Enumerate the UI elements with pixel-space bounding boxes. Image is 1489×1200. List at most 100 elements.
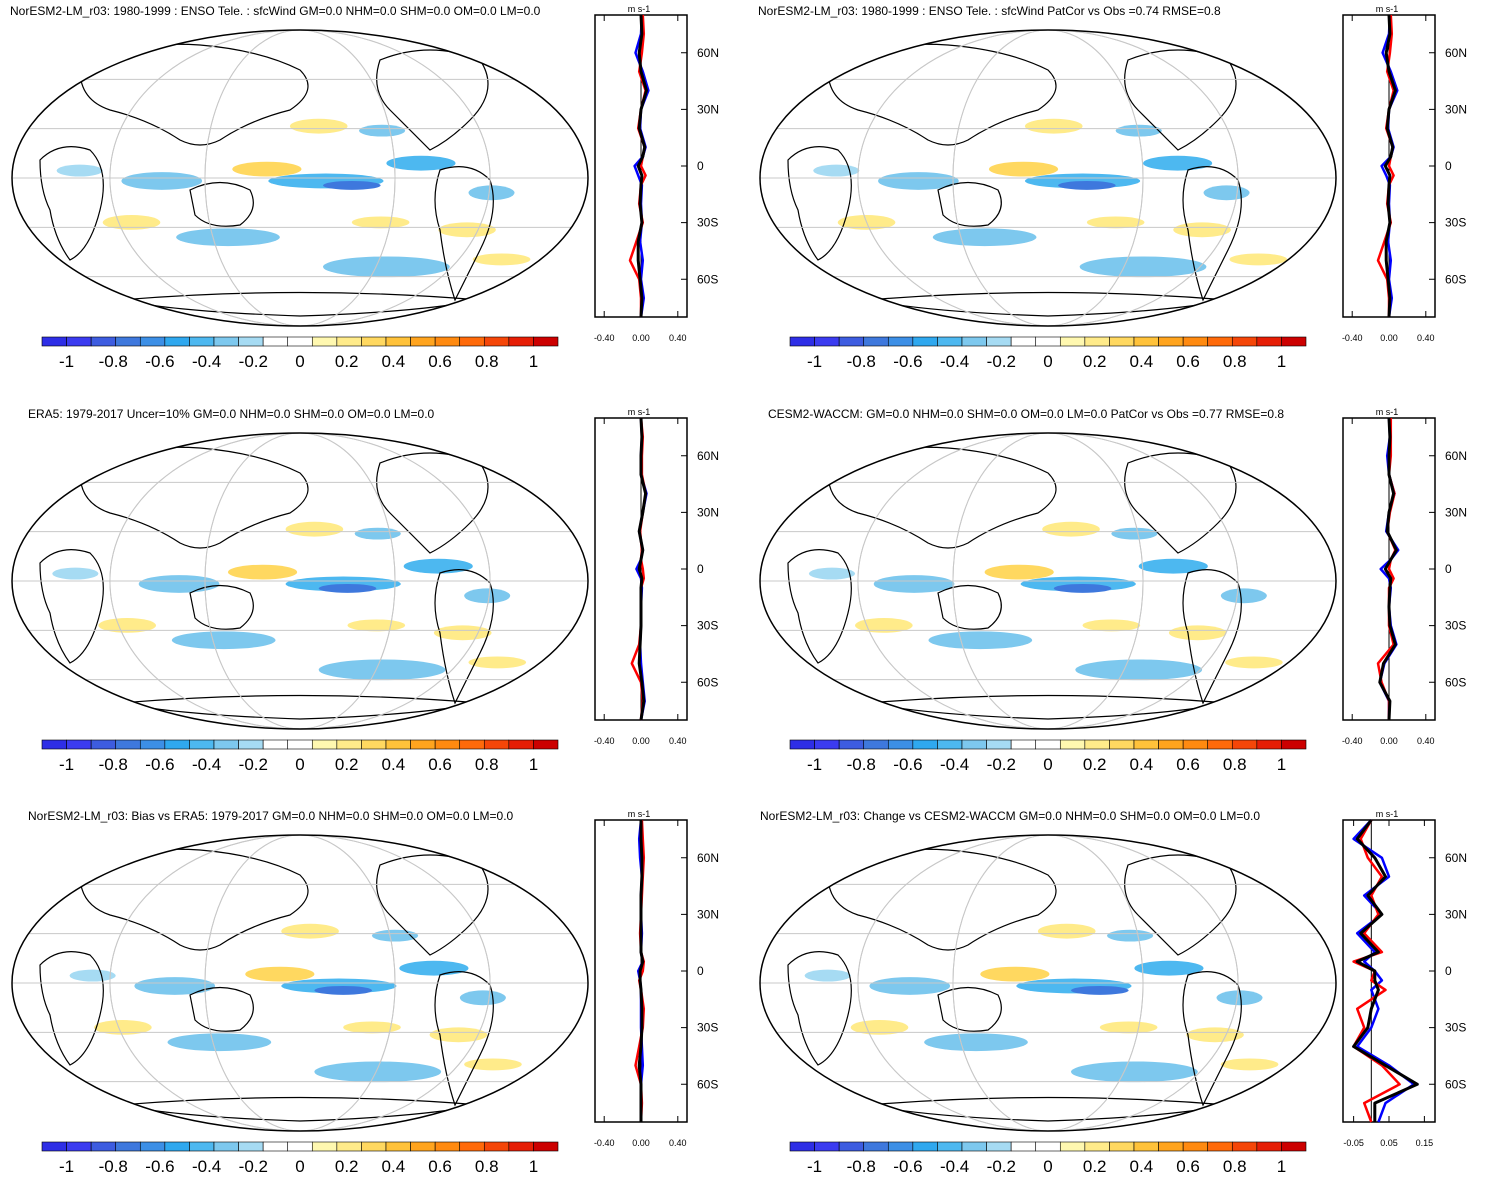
world-map (12, 30, 588, 326)
anomaly-region (1216, 990, 1263, 1006)
anomaly-region (281, 923, 339, 939)
colorbar-label: 0.8 (475, 755, 499, 774)
colorbar-swatch (1010, 1141, 1037, 1152)
colorbar-swatch (961, 336, 987, 347)
anomaly-region (878, 172, 959, 190)
colorbar-label: -0.2 (239, 1157, 268, 1176)
y-tick-label: 60N (1445, 851, 1467, 865)
colorbar-swatch (385, 1141, 411, 1152)
colorbar-swatch (961, 1141, 987, 1152)
zonal-mean-plot: m s-1 -0.40 0.00 0.40 60N 30N 0 30S 60S (1342, 4, 1467, 343)
panel-figure: -1 -0.8 -0.6 -0.4 -0.2 0 0.2 0.4 0.6 0.8 1 m s-1 -0.… (11, 4, 719, 371)
colorbar-swatch (361, 1141, 387, 1152)
colorbar-swatch (1059, 336, 1086, 347)
colorbar-label: -0.6 (893, 755, 922, 774)
colorbar-swatch (1256, 1141, 1282, 1152)
colorbar-swatch (508, 1141, 534, 1152)
colorbar-swatch (789, 739, 815, 750)
y-tick-label: 60N (1445, 46, 1467, 60)
colorbar-swatch (814, 336, 840, 347)
anomaly-region (403, 558, 473, 574)
colorbar-swatch (434, 336, 461, 347)
graticule-meridian (952, 30, 1144, 326)
colorbar-label: 1 (529, 352, 538, 371)
anomaly-region (813, 164, 860, 177)
colorbar-swatch (164, 1141, 190, 1152)
colorbar-label: 0.6 (428, 755, 452, 774)
colorbar-swatch (434, 739, 461, 750)
graticule-meridian (857, 835, 1239, 1131)
colorbar-swatch (1231, 739, 1258, 750)
continent-outline (827, 848, 1057, 951)
x-tick-label: -0.40 (594, 333, 615, 343)
colorbar-swatch (262, 1141, 289, 1152)
panel-title: CESM2-WACCM: GM=0.0 NHM=0.0 SHM=0.0 OM=0… (768, 407, 1285, 421)
colorbar-label: 0.4 (382, 755, 406, 774)
anomaly-region (94, 1020, 152, 1035)
anomaly-region (464, 1058, 522, 1071)
anomaly-region (347, 619, 406, 632)
y-tick-label: 60N (1445, 449, 1467, 463)
colorbar-label: 0.8 (1223, 755, 1247, 774)
colorbar-swatch (385, 739, 411, 750)
colorbar-swatch (139, 739, 166, 750)
colorbar-label: 0.6 (1176, 352, 1200, 371)
x-tick-label: 0.40 (1417, 333, 1435, 343)
anomaly-region (1071, 985, 1129, 995)
anomaly-region (98, 618, 156, 633)
colorbar-swatch (311, 336, 338, 347)
y-tick-label: 30N (1445, 505, 1467, 519)
colorbar-label: -0.6 (145, 1157, 174, 1176)
continent-outline (39, 549, 104, 664)
colorbar-swatch (912, 739, 938, 750)
colorbar-swatch (1109, 739, 1135, 750)
anomaly-region (323, 180, 381, 190)
zonal-mean-plot: m s-1 -0.40 0.00 0.40 60N 30N 0 30S 60S (594, 809, 719, 1148)
panel-6: NorESM2-LM_r03: Change vs CESM2-WACCM GM… (748, 805, 1488, 1200)
continent-outline (119, 694, 481, 720)
anomaly-region (245, 966, 315, 982)
colorbar-swatch (410, 336, 436, 347)
world-map (12, 433, 588, 729)
world-map (760, 835, 1336, 1131)
colorbar-label: 0.2 (335, 352, 359, 371)
zonal-mean-line-mean (1378, 417, 1398, 721)
colorbar-swatch (41, 336, 67, 347)
colorbar-label: -0.4 (940, 755, 969, 774)
anomaly-region (1058, 180, 1116, 190)
colorbar-swatch (1084, 739, 1110, 750)
colorbar-label: -1 (59, 755, 74, 774)
colorbar-label: -0.2 (239, 755, 268, 774)
y-tick-label: 60N (697, 851, 719, 865)
x-tick-label: 0.40 (1417, 736, 1435, 746)
colorbar-swatch (937, 1141, 963, 1152)
anomaly-region (399, 960, 469, 976)
panel-2: NorESM2-LM_r03: 1980-1999 : ENSO Tele. :… (748, 0, 1488, 395)
colorbar-swatch (385, 336, 411, 347)
anomaly-region (924, 1033, 1028, 1052)
anomaly-region (869, 977, 951, 995)
colorbar-swatch (863, 739, 889, 750)
colorbar-swatch (961, 739, 987, 750)
anomaly-region (1220, 588, 1267, 604)
colorbar-swatch (887, 739, 914, 750)
colorbar-label: 0.8 (475, 1157, 499, 1176)
panel-title: ERA5: 1979-2017 Uncer=10% GM=0.0 NHM=0.0… (28, 407, 435, 421)
anomaly-region (1111, 527, 1158, 540)
y-tick-label: 0 (697, 562, 704, 576)
colorbar-swatch (238, 1141, 264, 1152)
zonal-mean-line-mean (1352, 819, 1419, 1122)
colorbar-swatch (508, 336, 534, 347)
colorbar-swatch (90, 739, 117, 750)
colorbar-swatch (410, 1141, 436, 1152)
colorbar-label: 0.8 (1223, 352, 1247, 371)
panel-figure: -1 -0.8 -0.6 -0.4 -0.2 0 0.2 0.4 0.6 0.8 1 m s-1 -0.… (759, 4, 1467, 371)
colorbar-swatch (189, 1141, 215, 1152)
y-tick-label: 30S (697, 619, 718, 633)
continent-outline (867, 291, 1229, 317)
colorbar-swatch (1059, 1141, 1086, 1152)
colorbar-swatch (1133, 336, 1159, 347)
colorbar-swatch (1182, 1141, 1209, 1152)
map-border (759, 29, 1337, 327)
x-tick-label: -0.40 (1342, 736, 1363, 746)
